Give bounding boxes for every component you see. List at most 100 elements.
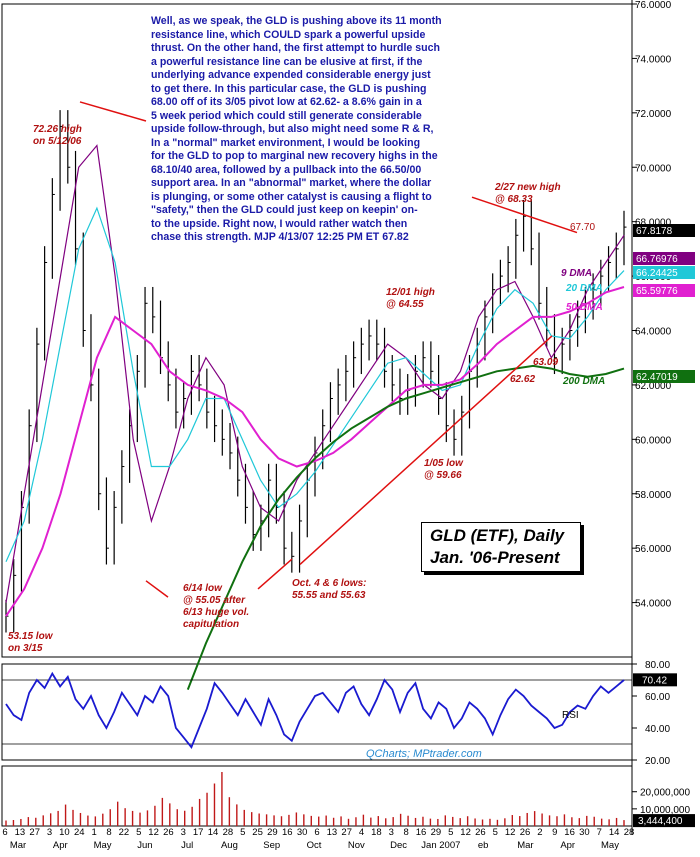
trendline-support-up	[299, 335, 553, 566]
month-label: Apr	[53, 840, 68, 851]
month-label: eb	[478, 840, 489, 851]
x-tick-label: 5	[240, 827, 245, 838]
month-label: Mar	[10, 840, 26, 851]
x-tick-label: 27	[29, 827, 40, 838]
last-value-label: 65.59776	[636, 286, 678, 297]
x-tick-label: 12	[460, 827, 471, 838]
x-tick-label: 26	[163, 827, 174, 838]
x-tick-label: 29	[431, 827, 442, 838]
month-label: Jul	[181, 840, 193, 851]
x-tick-label: 6	[314, 827, 319, 838]
x-tick-label: 16	[564, 827, 575, 838]
last-value-label: 66.24425	[636, 268, 678, 279]
x-tick-label: 16	[416, 827, 427, 838]
x-tick-label: 5	[493, 827, 498, 838]
rsi-tick-label: 60.00	[645, 692, 670, 703]
month-label: Aug	[221, 840, 238, 851]
chart-title-box: GLD (ETF), Daily Jan. '06-Present	[421, 522, 581, 572]
x-tick-label: 5	[136, 827, 141, 838]
series-20-dma	[5, 206, 625, 563]
rsi-tick-label: 80.00	[645, 660, 670, 671]
price-tick-label: 54.0000	[635, 599, 672, 610]
x-tick-label: 3	[181, 827, 186, 838]
price-tick-label: 56.0000	[635, 544, 672, 555]
month-label: Apr	[560, 840, 575, 851]
x-tick-label: 13	[15, 827, 26, 838]
commentary-text: Well, as we speak, the GLD is pushing ab…	[151, 15, 442, 243]
x-tick-label: 12	[148, 827, 159, 838]
month-label: Jan 2007	[421, 840, 460, 851]
volume-tick-label: 10,000,000	[640, 805, 690, 816]
x-tick-label: 22	[119, 827, 130, 838]
x-tick-label: 9	[552, 827, 557, 838]
rsi-last-box	[633, 673, 677, 687]
x-tick-label: 26	[475, 827, 486, 838]
price-tick-label: 68.0000	[635, 218, 672, 229]
x-tick-label: 24	[74, 827, 85, 838]
annotation-level-6770: 67.70	[570, 222, 596, 233]
x-tick-label: 18	[371, 827, 382, 838]
month-label: Sep	[263, 840, 280, 851]
x-tick-label: 26	[520, 827, 531, 838]
volume-last-box	[633, 814, 695, 828]
annotation-low-5505: 6/14 low @ 55.05 after 6/13 huge vol. ca…	[183, 583, 250, 630]
label-50dma: 50 DMA	[566, 302, 603, 313]
x-tick-label: 16	[282, 827, 293, 838]
annotation-level-6309: 63.09	[533, 357, 559, 368]
price-tick-label: 64.0000	[635, 327, 672, 338]
price-tick-label: 70.0000	[635, 163, 672, 174]
x-tick-label: 8	[106, 827, 111, 838]
month-label: Jun	[137, 840, 152, 851]
annotation-low-oct: Oct. 4 & 6 lows: 55.55 and 55.63	[292, 578, 367, 601]
month-label: May	[601, 840, 619, 851]
x-tick-label: 25	[252, 827, 263, 838]
x-tick-label: 6	[2, 827, 7, 838]
last-value-box	[633, 252, 695, 265]
x-tick-label: 13	[327, 827, 338, 838]
price-tick-label: 74.0000	[635, 54, 672, 65]
chart-credit: QCharts; MPtrader.com	[366, 748, 482, 760]
pointer-jun-low	[145, 580, 169, 598]
x-tick-label: 17	[193, 827, 204, 838]
x-tick-label: 8	[403, 827, 408, 838]
x-tick-label: 5	[448, 827, 453, 838]
x-tick-label: 27	[341, 827, 352, 838]
x-tick-label: 2	[537, 827, 542, 838]
pointer-oct-low	[257, 558, 293, 590]
last-value-box	[633, 284, 695, 297]
x-tick-label: 3	[47, 827, 52, 838]
x-tick-label: 7	[597, 827, 602, 838]
month-label: Dec	[390, 840, 407, 851]
last-value-label: 62.47019	[636, 372, 678, 383]
month-label: Mar	[517, 840, 533, 851]
annotation-high-6833: 2/27 new high @ 68.33	[495, 182, 561, 205]
label-200dma: 200 DMA	[563, 376, 606, 387]
x-tick-label: 10	[59, 827, 70, 838]
rsi-label: RSI	[562, 710, 579, 721]
x-tick-label: 12	[505, 827, 516, 838]
annotation-low-5315: 53.15 low on 3/15	[8, 631, 53, 654]
month-label: Oct	[307, 840, 322, 851]
trendline-resistance-2007	[471, 196, 578, 234]
volume-panel-border	[1, 765, 633, 827]
series-200-dma	[186, 364, 625, 690]
month-label: May	[94, 840, 112, 851]
price-tick-label: 60.0000	[635, 435, 672, 446]
last-value-box	[633, 370, 695, 383]
x-tick-label: 14	[208, 827, 219, 838]
last-value-box	[633, 266, 695, 279]
x-tick-label: 14	[609, 827, 620, 838]
chart-subtitle: Jan. '06-Present	[430, 548, 560, 567]
rsi-line	[5, 671, 625, 749]
rsi-last-label: 70.42	[642, 675, 667, 686]
rsi-tick-label: 20.00	[645, 756, 670, 767]
price-tick-label: 72.0000	[635, 109, 672, 120]
annotation-high-7226: 72.26 high on 5/12/06	[33, 124, 82, 147]
annotation-high-6455: 12/01 high @ 64.55	[386, 287, 435, 310]
x-tick-label: 30	[297, 827, 308, 838]
x-tick-label: 28	[624, 827, 635, 838]
x-tick-label: 29	[267, 827, 278, 838]
x-tick-label: 1	[91, 827, 96, 838]
x-tick-label: 4	[359, 827, 364, 838]
x-tick-label: 28	[223, 827, 234, 838]
